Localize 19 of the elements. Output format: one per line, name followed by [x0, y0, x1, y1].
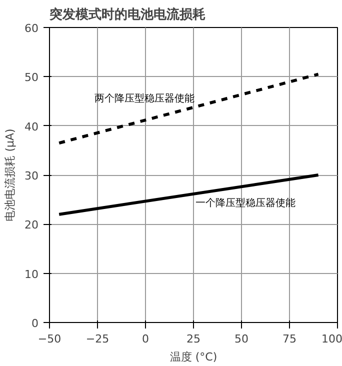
y-axis-title: 电池电流损耗 (μA): [4, 128, 17, 222]
x-axis-title: 温度 (°C): [170, 350, 218, 364]
y-tick-label: 10: [24, 268, 39, 281]
series-label: 一个降压型稳压器使能: [196, 197, 296, 210]
x-tick-label: 75: [282, 332, 296, 346]
y-tick-label: 60: [24, 22, 39, 35]
y-tick-label: 30: [24, 170, 39, 182]
x-tick-label: 25: [186, 332, 200, 346]
y-tick-label: 40: [24, 120, 39, 134]
y-tick-label: 50: [24, 71, 39, 84]
y-tick-label: 0: [32, 317, 38, 330]
x-tick-label: 100: [322, 332, 342, 346]
x-tick-label: −50: [38, 332, 62, 346]
x-tick-label: −25: [86, 332, 110, 346]
series-label: 两个降压型稳压器使能: [94, 92, 195, 104]
x-tick-label: 0: [142, 332, 149, 346]
x-tick-label: 50: [234, 332, 248, 346]
chart-title: 突发模式时的电池电流损耗: [48, 6, 206, 22]
y-tick-label: 20: [24, 218, 39, 232]
